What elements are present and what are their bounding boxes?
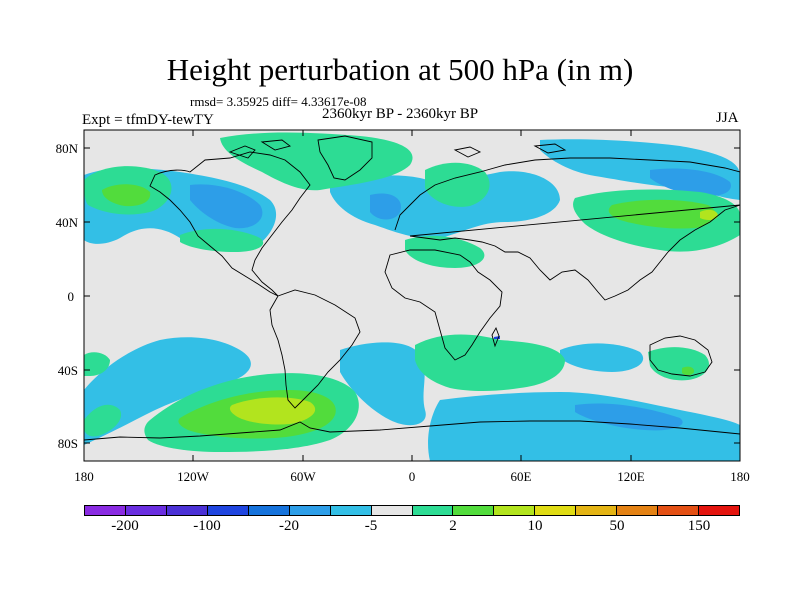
colorbar-box <box>453 506 495 515</box>
period-label: 2360kyr BP - 2360kyr BP <box>322 106 479 122</box>
colorbar-box <box>248 506 290 515</box>
contour-bright-green-japan <box>608 199 716 229</box>
tick-marks <box>84 130 740 461</box>
colorbar-box <box>330 506 372 515</box>
contour-blue-mid-southern-ocean <box>575 403 683 431</box>
colorbar-label: -100 <box>193 518 221 534</box>
contour-blue-indian <box>560 343 644 372</box>
colorbar-label: 150 <box>687 518 711 534</box>
contour-yellow-green-south-pacific <box>229 397 316 425</box>
colorbar-box <box>699 506 739 515</box>
colorbar-box <box>371 506 413 515</box>
perturbation-field <box>84 130 740 461</box>
coast-south-america <box>269 289 361 409</box>
season-label: JJA <box>716 110 739 126</box>
coastlines <box>84 135 740 441</box>
contour-bright-green-australia <box>682 366 695 376</box>
colorbar-box <box>617 506 659 515</box>
colorbar-box <box>535 506 577 515</box>
lon-tick-label: 120W <box>177 469 210 484</box>
contour-blue-south-pacific <box>84 337 251 445</box>
lon-tick-label: 180 <box>730 469 750 484</box>
contour-green-us-south <box>180 228 264 252</box>
contour-blue-southern-ocean <box>428 392 740 461</box>
experiment-label: Expt = tfmDY-tewTY <box>82 112 214 128</box>
colorbar-label: 10 <box>527 518 543 534</box>
colorbar-box <box>125 506 167 515</box>
contour-green-south-africa <box>415 334 565 391</box>
coast-greenland <box>317 135 373 181</box>
colorbar-box <box>85 506 126 515</box>
stats-line: rmsd= 3.35925 diff= 4.33617e-08 <box>190 94 367 109</box>
lon-tick-label: 60E <box>511 469 532 484</box>
contour-blue-eurasia <box>330 171 560 239</box>
colorbar-box <box>658 506 700 515</box>
coast-madagascar <box>491 326 500 348</box>
lat-tick-label: 40N <box>56 215 79 230</box>
colorbar <box>84 505 740 516</box>
map-title: Height perturbation at 500 hPa (in m) <box>166 52 634 87</box>
coast-antarctica <box>84 420 740 441</box>
contour-blue-mid-na <box>190 184 263 229</box>
colorbar-label: -20 <box>279 518 299 534</box>
contour-green-se-pacific <box>84 352 110 376</box>
colorbar-box <box>207 506 249 515</box>
contour-green-arctic <box>220 132 413 191</box>
contour-blue-mid-eurasia <box>370 193 401 220</box>
lat-tick-label: 80N <box>56 141 79 156</box>
colorbar-label: 50 <box>609 518 625 534</box>
lon-tick-label: 0 <box>409 469 416 484</box>
coast-australia <box>649 335 713 377</box>
coast-arctic-islands <box>228 139 567 159</box>
colorbar-label: 2 <box>449 518 457 534</box>
contour-yellow-green-japan <box>700 209 718 221</box>
colorbar-label: -200 <box>111 518 139 534</box>
colorbar-box <box>494 506 536 515</box>
contour-green-south-atlantic <box>84 404 122 437</box>
lon-tick-label: 180 <box>74 469 94 484</box>
lat-tick-label: 80S <box>58 436 78 451</box>
colorbar-box <box>412 506 454 515</box>
lat-tick-label: 40S <box>58 363 78 378</box>
coast-eurasia <box>394 157 740 301</box>
colorbar-box <box>289 506 331 515</box>
contour-bright-green-nw-pacific <box>102 184 151 207</box>
colorbar-label: -5 <box>364 518 378 534</box>
contour-blue-mid-asia <box>650 168 731 197</box>
lat-tick-label: 0 <box>68 289 75 304</box>
coast-africa <box>384 249 503 361</box>
coast-north-america <box>149 151 311 297</box>
lon-tick-label: 120E <box>617 469 645 484</box>
colorbar-box <box>576 506 618 515</box>
lon-tick-label: 60W <box>290 469 316 484</box>
colorbar-box <box>166 506 208 515</box>
contour-blue-sw-atlantic <box>340 342 426 426</box>
